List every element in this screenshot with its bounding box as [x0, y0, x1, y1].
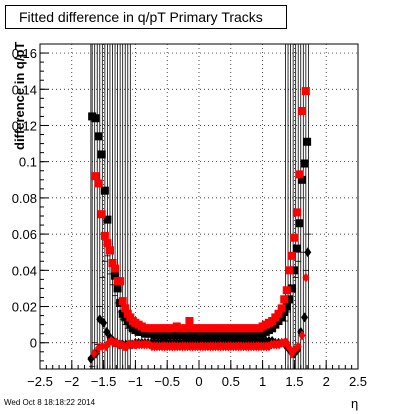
- square-marker-series-2: [121, 304, 130, 313]
- x-tick-label: −2: [64, 374, 79, 389]
- square-marker-series-2: [274, 309, 283, 318]
- x-tick-label: −1: [128, 374, 143, 389]
- diamond-marker-series-4: [90, 348, 98, 359]
- diamond-marker-series-3: [100, 317, 108, 328]
- x-axis: −2.5 −2 −1.5 −1 −0.5 0 0.5 1 1.5 2 2.5: [27, 360, 367, 389]
- x-tick-label: −0.5: [154, 374, 180, 389]
- diamond-marker-series-4: [298, 330, 306, 341]
- square-marker-series-1: [91, 114, 100, 123]
- diamond-marker-series-4: [98, 341, 106, 352]
- square-marker-series-1: [298, 175, 307, 184]
- square-marker-series-1: [285, 295, 294, 304]
- square-marker-series-2: [287, 251, 296, 260]
- square-marker-series-2: [103, 239, 112, 248]
- square-marker-series-2: [100, 231, 109, 240]
- square-marker-series-2: [91, 172, 100, 181]
- x-tick-label: 2: [323, 374, 330, 389]
- square-marker-series-2: [97, 210, 106, 219]
- square-marker-series-1: [292, 244, 301, 253]
- square-marker-series-2: [111, 264, 120, 273]
- square-marker-series-2: [108, 259, 117, 268]
- x-tick-label: 2.5: [349, 374, 367, 389]
- square-marker-series-2: [298, 106, 307, 115]
- x-tick-label: 1.5: [285, 374, 303, 389]
- square-marker-series-2: [94, 179, 103, 188]
- x-tick-label: 1: [259, 374, 266, 389]
- square-marker-series-2: [295, 170, 304, 179]
- x-tick-label: −2.5: [27, 374, 53, 389]
- timestamp-footer: Wed Oct 8 18:18:22 2014: [4, 398, 96, 407]
- square-marker-series-2: [182, 324, 191, 333]
- diamond-marker-series-4: [302, 272, 310, 283]
- square-marker-series-1: [94, 132, 103, 141]
- square-marker-series-1: [300, 159, 309, 168]
- diamond-marker-series-3: [304, 247, 312, 258]
- y-tick-label: 0.14: [12, 82, 37, 97]
- y-axis: 0 0.02 0.04 0.06 0.08 0.1 0.12 0.14 0.16: [12, 43, 49, 362]
- x-tick-label: −1.5: [91, 374, 117, 389]
- square-marker-series-2: [116, 277, 125, 286]
- x-axis-title: η: [351, 396, 359, 411]
- square-marker-series-1: [295, 219, 304, 228]
- y-tick-label: 0.1: [19, 155, 37, 170]
- square-marker-series-1: [113, 284, 122, 293]
- square-marker-series-2: [301, 87, 310, 96]
- square-marker-series-1: [282, 302, 291, 311]
- diamond-marker-series-3: [301, 312, 309, 323]
- x-tick-label: 0.5: [222, 374, 240, 389]
- chart-title-box: Fitted difference in q/pT Primary Tracks: [5, 5, 287, 29]
- x-tick-label: 0: [195, 374, 202, 389]
- y-tick-label: 0.16: [12, 46, 37, 61]
- chart-title: Fitted difference in q/pT Primary Tracks: [19, 9, 263, 25]
- square-marker-series-1: [287, 284, 296, 293]
- square-marker-series-1: [103, 215, 112, 224]
- square-marker-series-1: [290, 266, 299, 275]
- y-axis-title: difference in q/pT: [12, 41, 27, 150]
- y-tick-label: 0.02: [12, 300, 37, 315]
- square-marker-series-1: [111, 271, 120, 280]
- square-marker-series-2: [292, 208, 301, 217]
- square-marker-series-2: [280, 295, 289, 304]
- y-tick-label: 0.06: [12, 227, 37, 242]
- square-marker-series-2: [185, 317, 194, 326]
- grid-lines: [39, 44, 359, 369]
- data-points: [87, 87, 312, 365]
- square-marker-series-2: [290, 233, 299, 242]
- square-marker-series-2: [282, 286, 291, 295]
- square-marker-series-1: [97, 150, 106, 159]
- y-tick-label: 0.04: [12, 263, 37, 278]
- diamond-marker-series-4: [294, 341, 302, 352]
- square-marker-series-1: [100, 186, 109, 195]
- y-tick-label: 0.08: [12, 191, 37, 206]
- y-tick-label: 0.12: [12, 118, 37, 133]
- y-tick-label: 0: [30, 336, 37, 351]
- square-marker-series-2: [285, 266, 294, 275]
- square-marker-series-1: [303, 137, 312, 146]
- square-marker-series-2: [277, 304, 286, 313]
- square-marker-series-2: [105, 246, 114, 255]
- square-marker-series-2: [118, 297, 127, 306]
